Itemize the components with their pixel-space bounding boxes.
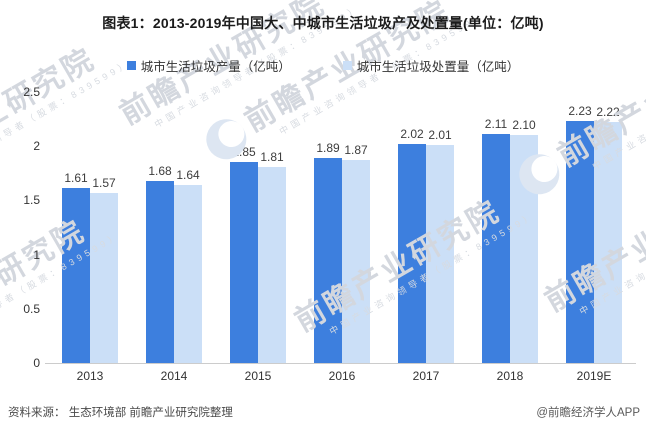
bar-group-2015: 1.85 1.81 <box>230 145 286 363</box>
value-label: 2.22 <box>596 105 620 120</box>
legend-label-production: 城市生活垃圾产量（亿吨） <box>140 60 291 74</box>
legend: 城市生活垃圾产量（亿吨） 城市生活垃圾处置量（亿吨） <box>0 56 646 75</box>
app-credit: @前瞻经济学人APP <box>536 407 640 419</box>
legend-label-disposal: 城市生活垃圾处置量（亿吨） <box>356 60 520 74</box>
x-tick-label-2016: 2016 <box>328 369 356 383</box>
y-tick-label: 0.5 <box>23 301 40 316</box>
bar-group-2013: 1.61 1.57 <box>62 171 118 363</box>
footer: 资料来源： 生态环境部 前瞻产业研究院整理 @前瞻经济学人APP <box>8 404 640 420</box>
bar-group-2016: 1.89 1.87 <box>314 141 370 363</box>
value-label: 1.57 <box>92 175 116 190</box>
bar-group-2017: 2.02 2.01 <box>398 127 454 363</box>
value-label: 2.02 <box>400 127 424 142</box>
bar-production-2018: 2.11 <box>482 117 510 363</box>
bar-group-2014: 1.68 1.64 <box>146 164 202 363</box>
legend-swatch-disposal <box>342 61 352 70</box>
legend-item-disposal: 城市生活垃圾处置量（亿吨） <box>342 56 520 75</box>
bar-group-2018: 2.11 2.10 <box>482 117 538 363</box>
legend-item-production: 城市生活垃圾产量（亿吨） <box>126 56 291 75</box>
value-label: 2.10 <box>512 118 536 133</box>
value-label: 1.64 <box>176 168 200 183</box>
bar-disposal-2015: 1.81 <box>258 150 286 363</box>
y-tick-label: 2 <box>33 139 40 154</box>
value-label: 1.89 <box>316 141 340 156</box>
bar-disposal-2018: 2.10 <box>510 118 538 363</box>
bar-production-2016: 1.89 <box>314 141 342 363</box>
x-tick-label-2018: 2018 <box>496 369 524 383</box>
value-label: 2.11 <box>484 117 508 132</box>
x-tick-label-2014: 2014 <box>160 369 188 383</box>
bar-disposal-2016: 1.87 <box>342 143 370 363</box>
x-tick-label-2013: 2013 <box>76 369 104 383</box>
bar-production-2013: 1.61 <box>62 171 90 363</box>
value-label: 1.85 <box>232 145 256 160</box>
value-label: 2.23 <box>568 104 592 119</box>
x-tick-label-2015: 2015 <box>244 369 272 383</box>
bar-disposal-2013: 1.57 <box>90 176 118 363</box>
y-tick-label: 1.5 <box>23 193 40 208</box>
source-note: 资料来源： 生态环境部 前瞻产业研究院整理 <box>8 407 233 419</box>
bar-production-2019E: 2.23 <box>566 104 594 363</box>
bar-disposal-2019E: 2.22 <box>594 105 622 363</box>
bar-production-2014: 1.68 <box>146 164 174 363</box>
value-label: 1.87 <box>344 143 368 158</box>
value-label: 1.68 <box>148 163 172 178</box>
bar-disposal-2017: 2.01 <box>426 128 454 363</box>
y-axis: 0 0.5 1 1.5 2 2.5 <box>0 85 40 370</box>
value-label: 2.01 <box>428 128 452 143</box>
y-tick-label: 2.5 <box>23 85 40 99</box>
bar-production-2017: 2.02 <box>398 127 426 363</box>
chart-title: 图表1：2013-2019年中国大、中城市生活垃圾产及处置量(单位：亿吨) <box>102 15 544 31</box>
value-label: 1.61 <box>64 171 88 186</box>
bar-disposal-2014: 1.64 <box>174 168 202 363</box>
y-tick-label: 0 <box>33 356 40 370</box>
bar-group-2019E: 2.23 2.22 <box>566 104 622 363</box>
value-label: 1.81 <box>260 149 284 164</box>
y-tick-label: 1 <box>33 247 40 262</box>
legend-swatch-production <box>126 61 136 70</box>
bar-production-2015: 1.85 <box>230 145 258 363</box>
bar-chart-plot: 1.61 1.57 2013 1.68 1.64 2014 1.85 1.81 2015 1.89… <box>45 92 636 383</box>
x-tick-label-2019E: 2019E <box>576 369 612 383</box>
x-tick-label-2017: 2017 <box>412 369 440 383</box>
